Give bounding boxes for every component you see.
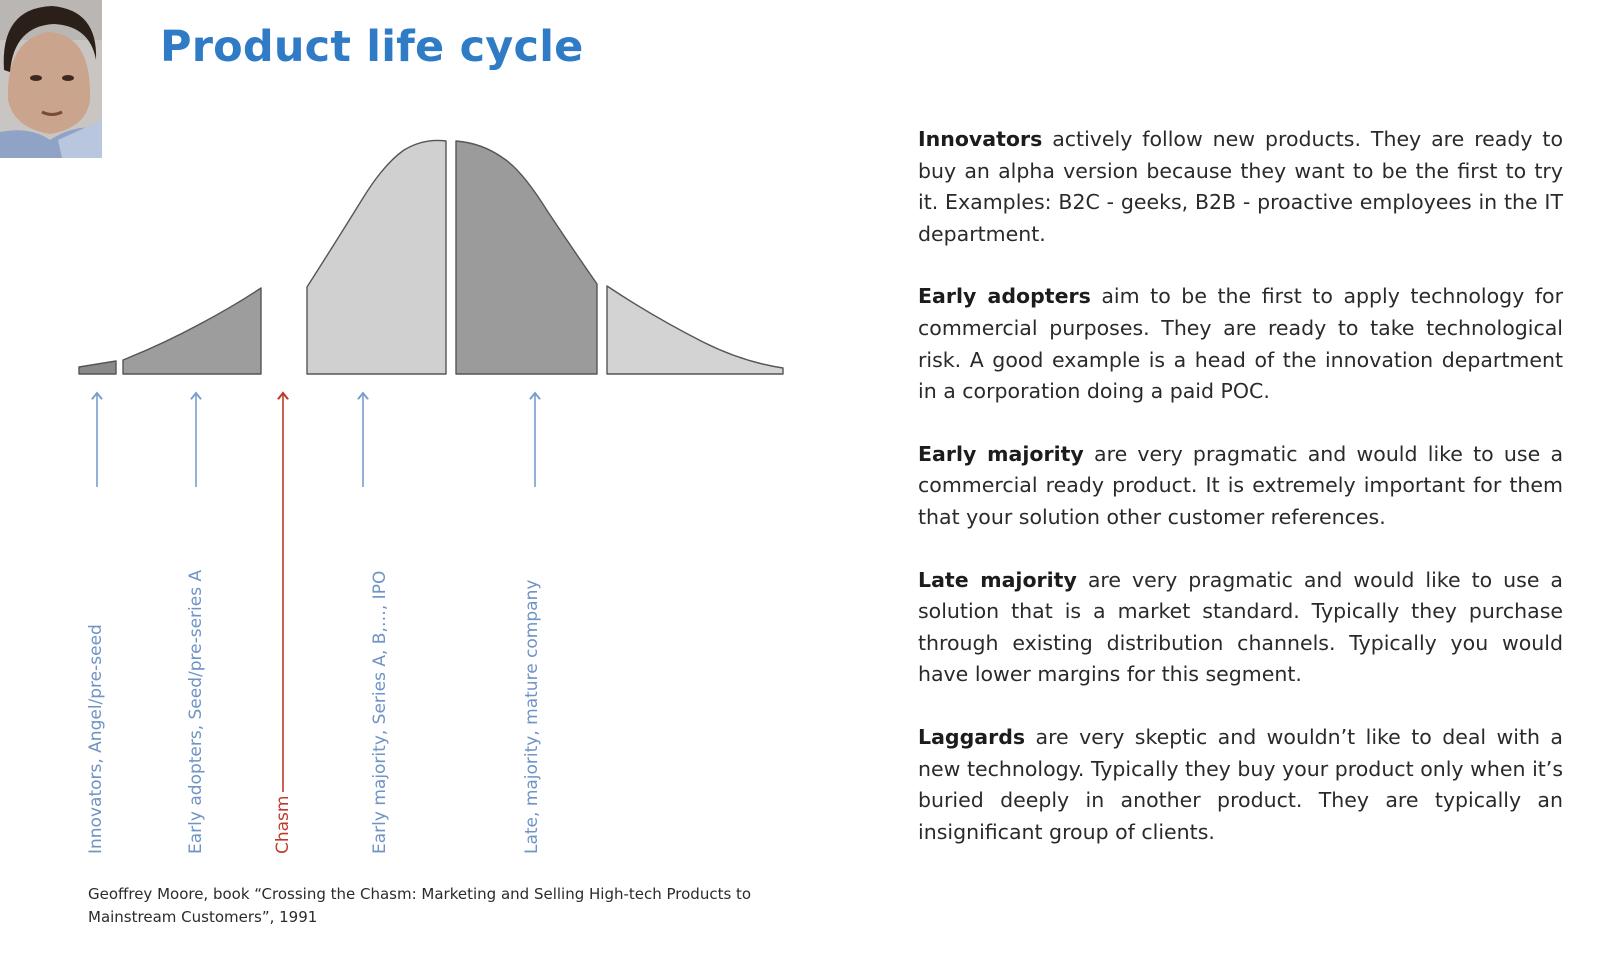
curve-segment-laggards <box>606 285 784 375</box>
curve-segment-early-adopters <box>122 287 262 375</box>
curve-segment-innovators <box>78 360 117 375</box>
citation-line-1: Geoffrey Moore, book “Crossing the Chasm… <box>88 885 752 903</box>
segment-term: Laggards <box>918 724 1026 749</box>
label-late-majority: Late, majority, mature company <box>522 579 542 854</box>
label-chasm: Chasm <box>273 795 293 854</box>
label-early-majority: Early majority, Series A, B,…, IPO <box>370 570 390 854</box>
citation-line-2: Mainstream Customers”, 1991 <box>88 908 318 926</box>
slide-title: Product life cycle <box>160 22 584 72</box>
label-innovators: Innovators, Angel/pre-seed <box>86 624 106 854</box>
curve-segment-early-majority <box>306 139 447 375</box>
segment-laggards: Laggards are very skeptic and wouldn’t l… <box>918 722 1563 848</box>
segment-text: aim to be the first to apply technology … <box>918 284 1564 404</box>
segment-descriptions: Innovators actively follow new products.… <box>918 124 1563 879</box>
citation: Geoffrey Moore, book “Crossing the Chasm… <box>88 883 788 929</box>
segment-innovators: Innovators actively follow new products.… <box>918 124 1563 250</box>
adoption-curve-diagram <box>78 139 784 792</box>
segment-text: are very pragmatic and would like to use… <box>918 441 1564 529</box>
label-early-adopters: Early adopters, Seed/pre-series A <box>186 569 206 854</box>
segment-term: Innovators <box>918 127 1043 151</box>
segment-late-majority: Late majority are very pragmatic and wou… <box>918 565 1563 691</box>
segment-term: Early adopters <box>918 284 1091 309</box>
segment-term: Late majority <box>918 567 1077 592</box>
curve-segment-late-majority <box>455 140 598 375</box>
segment-text: actively follow new products. They are r… <box>918 127 1563 246</box>
segment-early-adopters: Early adopters aim to be the first to ap… <box>918 281 1563 407</box>
segment-term: Early majority <box>918 441 1084 466</box>
segment-early-majority: Early majority are very pragmatic and wo… <box>918 439 1563 534</box>
segment-text: are very skeptic and wouldn’t like to de… <box>918 724 1563 844</box>
presenter-webcam <box>0 0 102 158</box>
segment-text: are very pragmatic and would like to use… <box>918 567 1563 687</box>
